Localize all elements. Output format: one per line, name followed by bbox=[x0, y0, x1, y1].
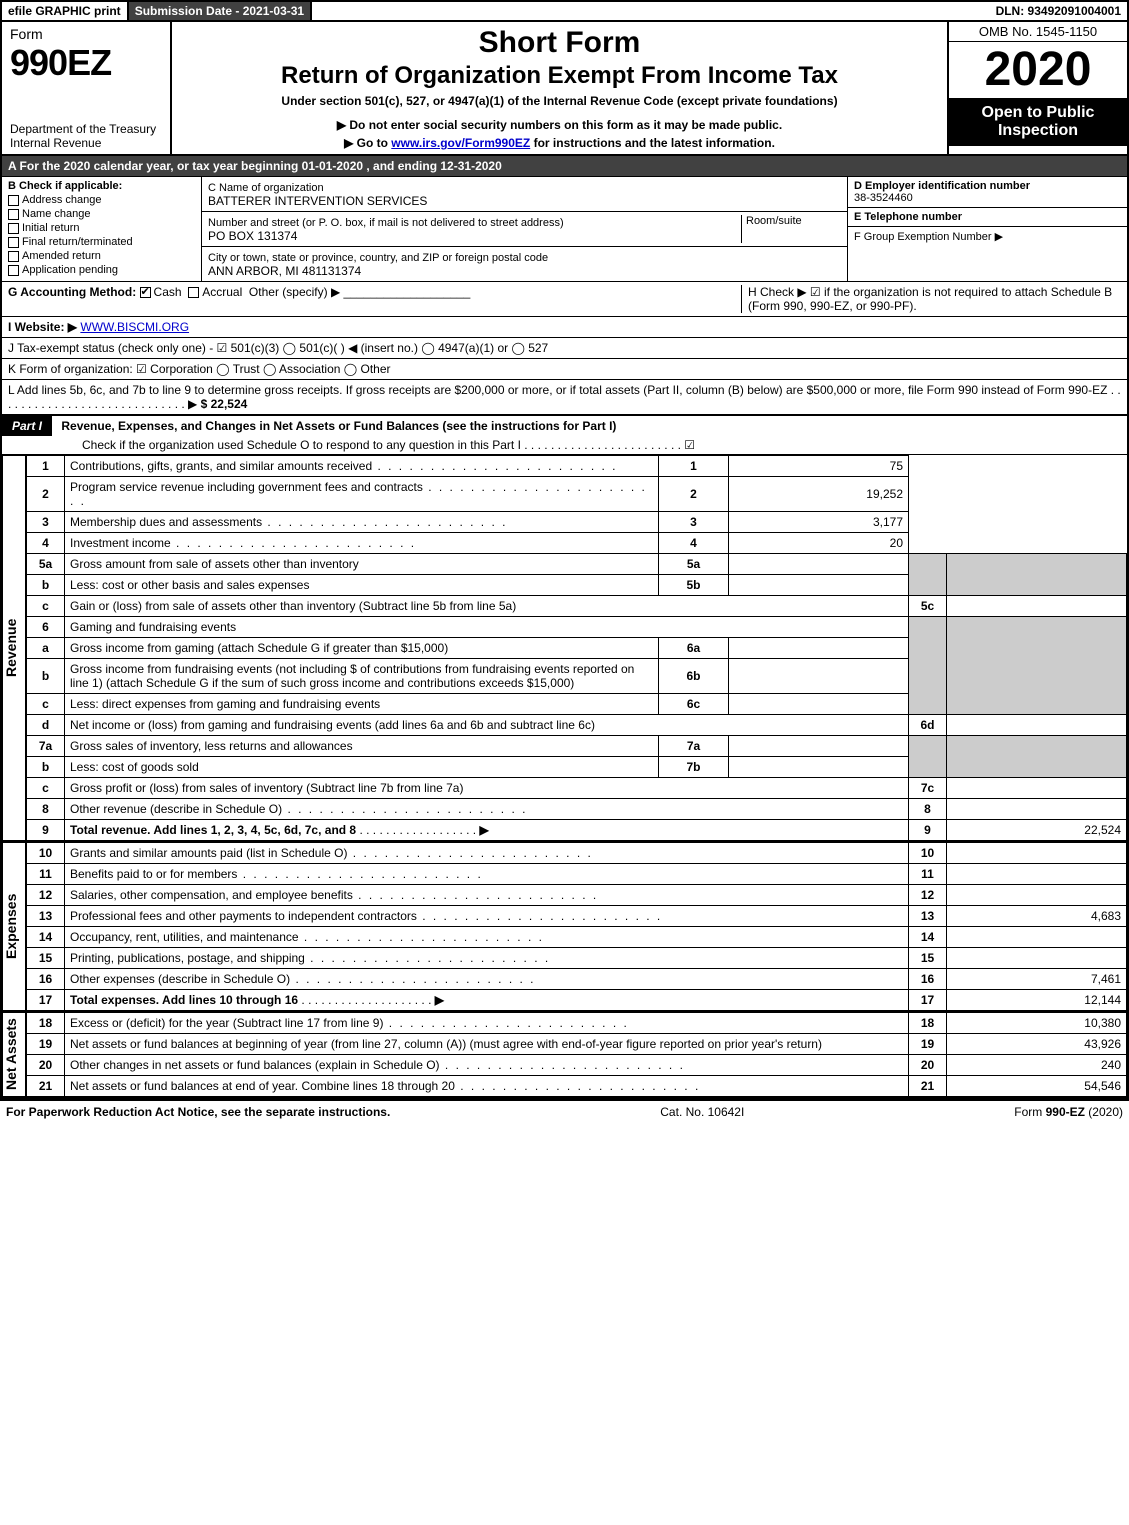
org-city: ANN ARBOR, MI 481131374 bbox=[208, 264, 361, 278]
box-d-label: D Employer identification number bbox=[854, 180, 1030, 192]
part-i-label: Part I bbox=[2, 416, 52, 436]
row-j-tax-exempt: J Tax-exempt status (check only one) - ☑… bbox=[2, 337, 1127, 358]
footer-cat: Cat. No. 10642I bbox=[660, 1105, 744, 1119]
efile-print[interactable]: efile GRAPHIC print bbox=[2, 2, 129, 20]
room-suite-label: Room/suite bbox=[741, 215, 841, 243]
title-main: Return of Organization Exempt From Incom… bbox=[180, 62, 939, 90]
box-e-label: E Telephone number bbox=[854, 211, 962, 223]
warn-ssn: ▶ Do not enter social security numbers o… bbox=[180, 118, 939, 132]
top-bar: efile GRAPHIC print Submission Date - 20… bbox=[0, 0, 1129, 22]
revenue-table: 1Contributions, gifts, grants, and simil… bbox=[26, 455, 1127, 841]
chk-initial-return[interactable] bbox=[8, 223, 19, 234]
part-i-check: Check if the organization used Schedule … bbox=[2, 436, 1127, 454]
row-g-accounting: G Accounting Method: Cash Accrual Other … bbox=[8, 285, 735, 313]
row-i-website: I Website: ▶ WWW.BISCMI.ORG bbox=[2, 316, 1127, 337]
chk-application-pending[interactable] bbox=[8, 265, 19, 276]
tax-year: 2020 bbox=[949, 42, 1127, 98]
netassets-table: 18Excess or (deficit) for the year (Subt… bbox=[26, 1012, 1127, 1097]
part-i-title: Revenue, Expenses, and Changes in Net As… bbox=[55, 416, 622, 436]
chk-accrual[interactable] bbox=[188, 287, 199, 298]
form-header: Form 990EZ Department of the Treasury In… bbox=[2, 22, 1127, 154]
org-info-section: B Check if applicable: Address change Na… bbox=[2, 176, 1127, 281]
dept-treasury: Department of the Treasury bbox=[10, 122, 156, 136]
expenses-table: 10Grants and similar amounts paid (list … bbox=[26, 842, 1127, 1011]
title-under: Under section 501(c), 527, or 4947(a)(1)… bbox=[180, 94, 939, 108]
row-k-form-org: K Form of organization: ☑ Corporation ◯ … bbox=[2, 358, 1127, 379]
dln: DLN: 93492091004001 bbox=[990, 2, 1127, 20]
page-footer: For Paperwork Reduction Act Notice, see … bbox=[0, 1099, 1129, 1123]
section-revenue-label: Revenue bbox=[2, 455, 26, 841]
chk-amended-return[interactable] bbox=[8, 251, 19, 262]
footer-left: For Paperwork Reduction Act Notice, see … bbox=[6, 1105, 390, 1119]
row-l-gross-receipts: L Add lines 5b, 6c, and 7b to line 9 to … bbox=[2, 379, 1127, 414]
submission-date-button[interactable]: Submission Date - 2021-03-31 bbox=[129, 2, 312, 20]
title-short-form: Short Form bbox=[180, 26, 939, 60]
org-street: PO BOX 131374 bbox=[208, 229, 297, 243]
section-netassets-label: Net Assets bbox=[2, 1012, 26, 1097]
chk-cash[interactable] bbox=[140, 287, 151, 298]
chk-final-return[interactable] bbox=[8, 237, 19, 248]
org-name: BATTERER INTERVENTION SERVICES bbox=[208, 194, 427, 208]
box-f-label: F Group Exemption Number ▶ bbox=[854, 231, 1003, 243]
box-b-checkboxes: B Check if applicable: Address change Na… bbox=[2, 177, 202, 281]
chk-address-change[interactable] bbox=[8, 195, 19, 206]
ein: 38-3524460 bbox=[854, 192, 913, 204]
dept-irs: Internal Revenue bbox=[10, 136, 101, 150]
omb-number: OMB No. 1545-1150 bbox=[949, 22, 1127, 42]
open-to-public: Open to Public Inspection bbox=[949, 98, 1127, 146]
website-link[interactable]: WWW.BISCMI.ORG bbox=[80, 320, 189, 334]
chk-name-change[interactable] bbox=[8, 209, 19, 220]
form-number: 990EZ bbox=[10, 42, 111, 83]
warn-goto: ▶ Go to www.irs.gov/Form990EZ for instru… bbox=[180, 136, 939, 150]
box-c-street: Number and street (or P. O. box, if mail… bbox=[202, 212, 847, 247]
irs-link[interactable]: www.irs.gov/Form990EZ bbox=[391, 136, 530, 150]
section-expenses-label: Expenses bbox=[2, 842, 26, 1011]
row-h-schedule-b: H Check ▶ ☑ if the organization is not r… bbox=[741, 285, 1121, 313]
form-word: Form bbox=[10, 26, 43, 42]
footer-form: Form 990-EZ (2020) bbox=[1014, 1105, 1123, 1119]
row-a-tax-year: A For the 2020 calendar year, or tax yea… bbox=[2, 154, 1127, 176]
box-c-city: City or town, state or province, country… bbox=[202, 247, 847, 281]
box-c-name: C Name of organization BATTERER INTERVEN… bbox=[202, 177, 847, 212]
